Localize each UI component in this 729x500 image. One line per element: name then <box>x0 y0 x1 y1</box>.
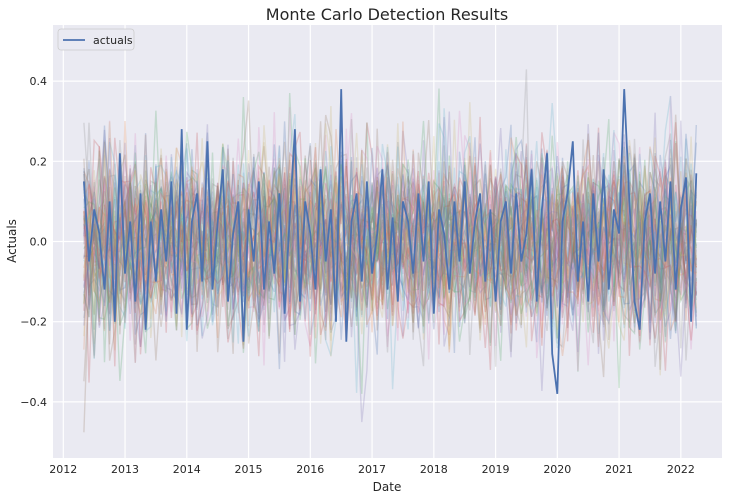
x-tick-label: 2022 <box>667 463 695 476</box>
simulation-line <box>83 123 697 349</box>
simulation-line <box>83 111 697 350</box>
simulation-line <box>83 110 697 359</box>
actuals-line <box>83 89 698 395</box>
simulation-line <box>83 156 697 356</box>
x-tick-label: 2013 <box>111 463 139 476</box>
simulation-line <box>83 121 697 357</box>
x-tick-label: 2015 <box>235 463 263 476</box>
y-axis-label: Actuals <box>5 219 19 263</box>
y-tick-label: 0.4 <box>30 75 48 88</box>
x-tick-labels: 2012 2013 2014 2015 2016 2017 2018 2019 2020 2021… <box>49 463 695 476</box>
legend-box <box>57 28 135 51</box>
y-tick-label: −0.2 <box>20 316 47 329</box>
simulation-line <box>83 102 697 376</box>
simulation-line <box>83 120 697 338</box>
simulation-line <box>83 122 697 371</box>
simulation-line <box>83 141 697 356</box>
simulation-line <box>83 96 697 366</box>
simulation-line <box>83 124 697 333</box>
simulation-line <box>83 155 697 361</box>
x-tick-label: 2020 <box>543 463 571 476</box>
legend: actuals <box>57 28 135 51</box>
actuals-series <box>83 89 698 395</box>
simulation-line <box>83 135 697 360</box>
x-axis-label: Date <box>373 480 402 494</box>
y-tick-labels: −0.4 −0.2 0.0 0.2 0.4 <box>20 75 47 409</box>
chart-title: Monte Carlo Detection Results <box>266 5 508 24</box>
x-tick-label: 2018 <box>420 463 448 476</box>
simulation-line <box>83 112 697 360</box>
x-tick-label: 2019 <box>482 463 510 476</box>
simulation-line <box>83 133 697 382</box>
y-tick-label: 0.0 <box>30 236 48 249</box>
simulation-line <box>83 95 697 360</box>
simulation-line <box>83 138 697 347</box>
x-tick-label: 2016 <box>296 463 324 476</box>
simulation-line <box>83 121 697 353</box>
simulation-line <box>83 103 697 342</box>
simulation-line <box>83 139 697 367</box>
simulation-line <box>83 133 697 334</box>
y-tick-label: −0.4 <box>20 396 47 409</box>
y-tick-label: 0.2 <box>30 155 48 168</box>
x-tick-label: 2017 <box>358 463 386 476</box>
simulation-line <box>83 132 697 355</box>
simulation-line <box>83 107 697 366</box>
grid-lines <box>53 25 722 458</box>
x-tick-label: 2014 <box>173 463 201 476</box>
legend-label-actuals: actuals <box>93 34 133 47</box>
x-tick-label: 2012 <box>49 463 77 476</box>
simulation-line <box>83 159 697 347</box>
simulation-line <box>83 122 697 367</box>
simulation-line <box>83 146 697 350</box>
simulation-line <box>83 92 697 372</box>
x-tick-label: 2021 <box>605 463 633 476</box>
simulation-line <box>83 121 697 335</box>
simulation-line <box>83 123 697 346</box>
simulation-line <box>83 125 697 350</box>
simulation-line <box>83 114 697 378</box>
